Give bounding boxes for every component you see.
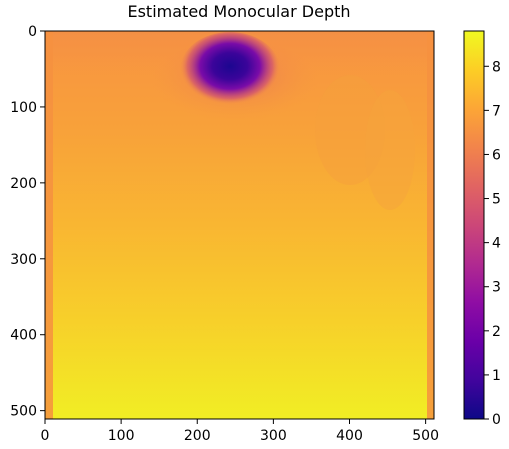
x-tick-label: 400 bbox=[336, 428, 363, 444]
y-tick-label: 300 bbox=[10, 252, 37, 268]
colorbar-tick-label: 7 bbox=[492, 103, 501, 119]
colorbar-tick-label: 1 bbox=[492, 368, 501, 384]
colorbar-tick-label: 6 bbox=[492, 147, 501, 163]
colorbar-tick-label: 5 bbox=[492, 192, 501, 208]
colorbar-tick-label: 0 bbox=[492, 412, 501, 428]
colorbar: 0 1 2 3 4 5 6 7 8 bbox=[463, 30, 501, 428]
colorbar-tick-label: 8 bbox=[492, 59, 501, 75]
colorbar-tick-label: 2 bbox=[492, 324, 501, 340]
y-axis: 0 100 200 300 400 500 bbox=[10, 24, 45, 420]
x-tick-label: 100 bbox=[108, 428, 135, 444]
chart-title: Estimated Monocular Depth bbox=[127, 2, 350, 21]
x-tick-label: 500 bbox=[412, 428, 439, 444]
y-tick-label: 100 bbox=[10, 100, 37, 116]
y-tick-label: 0 bbox=[28, 24, 37, 40]
x-tick-label: 300 bbox=[260, 428, 287, 444]
x-tick-label: 200 bbox=[184, 428, 211, 444]
y-tick-label: 200 bbox=[10, 176, 37, 192]
y-tick-label: 500 bbox=[10, 404, 37, 420]
plot-frame bbox=[44, 30, 435, 420]
colorbar-tick-label: 3 bbox=[492, 280, 501, 296]
x-tick-label: 0 bbox=[41, 428, 50, 444]
heatmap-image bbox=[45, 31, 434, 419]
y-tick-label: 400 bbox=[10, 328, 37, 344]
x-axis: 0 100 200 300 400 500 bbox=[41, 419, 439, 444]
colorbar-tick-label: 4 bbox=[492, 236, 501, 252]
